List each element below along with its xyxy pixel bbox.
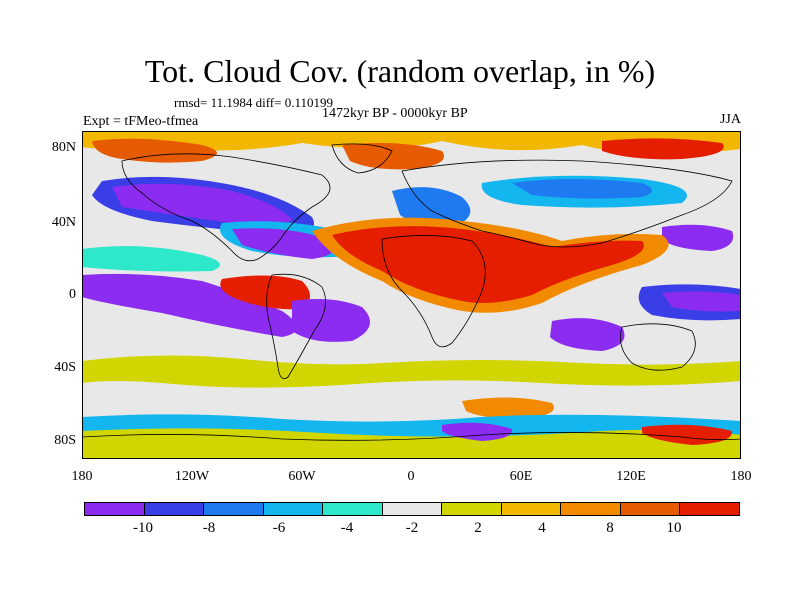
y-tick-label: 40N <box>51 215 76 230</box>
field-arctic-orange <box>82 131 741 155</box>
colorbar-swatch <box>204 503 264 515</box>
field-na-purple <box>112 183 292 226</box>
colorbar-label: -4 <box>340 520 354 536</box>
colorbar-swatch <box>442 503 502 515</box>
y-tick-label: 80N <box>51 140 76 155</box>
field-pacific-cyan <box>82 246 220 272</box>
field-nepac-purple <box>662 224 734 251</box>
rmsd-diff-label: rmsd= 11.1984 diff= 0.110199 <box>174 95 333 110</box>
coastlines <box>82 143 741 441</box>
colorbar-label: 4 <box>538 520 546 536</box>
plot-title: Tot. Cloud Cov. (random overlap, in %) <box>144 53 656 89</box>
colorbar-swatch <box>382 503 443 515</box>
field-wpac-purple <box>662 291 741 312</box>
colorbar-label: -2 <box>405 520 419 536</box>
coast-africa <box>381 235 486 348</box>
field-epac-purple <box>82 273 297 337</box>
coast-antarctica <box>82 432 741 441</box>
coast-north-america <box>121 153 331 262</box>
field-antarctic-red <box>642 424 733 445</box>
colorbar-label: 10 <box>666 520 682 536</box>
colorbar-swatch <box>263 503 324 515</box>
colorbar-swatch <box>85 503 145 515</box>
y-tick-label: 0 <box>69 287 76 302</box>
x-tick-label: 180 <box>730 469 752 484</box>
coast-greenland <box>331 143 393 174</box>
x-tick-label: 120W <box>174 469 210 484</box>
field-so-orange <box>462 397 554 419</box>
field-ca-purple <box>232 228 335 259</box>
period-label: 1472kyr BP - 0000kyr BP <box>322 106 468 121</box>
coast-south-america <box>266 273 326 380</box>
colorbar-swatch <box>620 503 681 515</box>
field-arctic-red <box>92 138 217 163</box>
colorbar-label: -10 <box>133 520 153 536</box>
colorbar-swatch <box>144 503 205 515</box>
y-tick-label: 80S <box>54 433 76 448</box>
field-so-yellow <box>82 355 741 388</box>
experiment-label: Expt = tFMeo-tfmea <box>83 114 199 129</box>
y-tick-label: 40S <box>54 360 76 375</box>
field-antarctic-yellow <box>82 428 741 459</box>
field-epac-red <box>220 275 310 310</box>
cloud-cover-map <box>82 131 741 459</box>
field-arctic-red3 <box>602 138 724 160</box>
x-tick-label: 60E <box>509 469 533 484</box>
colorbar-swatch <box>501 503 562 515</box>
field-io-purple <box>550 318 625 351</box>
field-satl-purple <box>292 299 370 342</box>
field-siberia-blue <box>512 179 652 199</box>
coast-eurasia <box>401 159 733 248</box>
colorbar <box>84 502 740 516</box>
x-tick-label: 120E <box>616 469 646 484</box>
colorbar-label: 2 <box>474 520 482 536</box>
coast-australia <box>619 323 696 371</box>
field-afroasia-red <box>332 226 644 303</box>
field-arctic-red2 <box>342 143 444 170</box>
colorbar-swatch <box>680 503 740 515</box>
colorbar-swatch <box>561 503 621 515</box>
colorbar-swatch <box>323 503 383 515</box>
x-tick-label: 0 <box>407 469 415 484</box>
colorbar-label: 8 <box>606 520 614 536</box>
map-frame <box>82 131 741 459</box>
field-n-atlantic-blue <box>392 187 471 228</box>
anomaly-fields <box>82 131 741 459</box>
colorbar-label: -6 <box>272 520 286 536</box>
x-tick-label: 180 <box>71 469 93 484</box>
x-tick-label: 60W <box>288 469 316 484</box>
season-label: JJA <box>719 112 741 127</box>
colorbar-label: -8 <box>202 520 216 536</box>
